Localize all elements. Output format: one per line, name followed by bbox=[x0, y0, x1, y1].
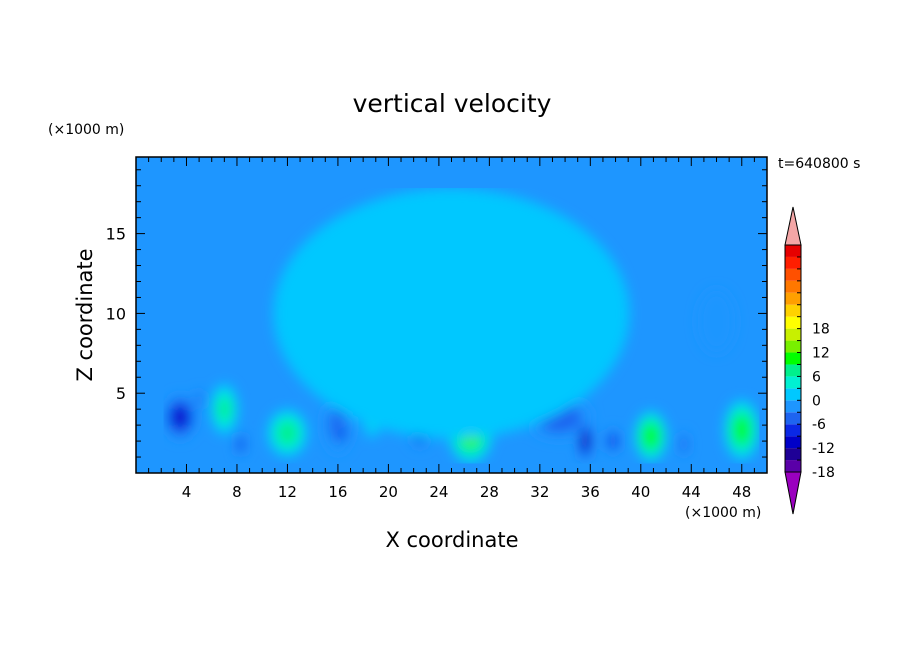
colorbar-tick-label: 0 bbox=[812, 393, 821, 409]
field-contour bbox=[643, 424, 659, 448]
field-cell bbox=[194, 390, 205, 410]
colorbar-tick-label: -6 bbox=[812, 417, 826, 433]
chart-title: vertical velocity bbox=[353, 89, 552, 118]
x-tick-label: 48 bbox=[732, 483, 751, 501]
field-cell bbox=[210, 383, 239, 435]
field-cell bbox=[335, 420, 349, 446]
field-cell bbox=[163, 394, 197, 440]
field-cell bbox=[724, 399, 760, 461]
colorbar-swatch bbox=[785, 436, 801, 449]
colorbar-tick-label: 18 bbox=[812, 322, 830, 338]
colorbar: 18 12 6 0 -6 -12 -18 bbox=[784, 206, 835, 515]
plot-area bbox=[136, 157, 767, 473]
x-tick-label: 36 bbox=[581, 483, 600, 501]
colorbar-tick-label: 6 bbox=[812, 369, 821, 385]
colorbar-swatch bbox=[785, 304, 801, 317]
colorbar-max-arrow bbox=[784, 206, 802, 246]
field-contour bbox=[273, 188, 630, 439]
colorbar-tick-label: -12 bbox=[812, 441, 835, 457]
colorbar-swatch bbox=[785, 352, 801, 365]
x-tick-label: 12 bbox=[278, 483, 297, 501]
field-cell bbox=[678, 431, 689, 458]
colorbar-swatch bbox=[785, 316, 801, 329]
colorbar-swatch bbox=[785, 364, 801, 377]
colorbar-swatch bbox=[785, 460, 801, 472]
y-tick-label: 5 bbox=[116, 384, 126, 403]
field-contour bbox=[277, 421, 298, 445]
field-cell bbox=[605, 428, 621, 454]
colorbar-frame bbox=[784, 244, 802, 473]
field-cell bbox=[235, 431, 246, 458]
field-contour bbox=[173, 407, 187, 427]
x-tick-label: 8 bbox=[232, 483, 242, 501]
x-tick-label: 40 bbox=[631, 483, 650, 501]
x-tick-label: 44 bbox=[682, 483, 701, 501]
field-contour bbox=[680, 435, 688, 453]
x-unit-label: (×1000 m) bbox=[685, 505, 761, 521]
colorbar-swatch bbox=[785, 424, 801, 437]
field-cell bbox=[273, 188, 630, 439]
field-contour bbox=[195, 393, 203, 406]
x-tick-label: 24 bbox=[429, 483, 448, 501]
x-axis: 4 8 12 16 20 24 28 32 36 40 44 48 bbox=[148, 157, 755, 501]
x-tick-label: 32 bbox=[530, 483, 549, 501]
field-contour bbox=[338, 426, 345, 440]
colorbar-swatch bbox=[785, 268, 801, 281]
y-axis-label: Z coordinate bbox=[73, 248, 97, 381]
y-tick-label: 15 bbox=[106, 225, 126, 244]
colorbar-min-arrow bbox=[784, 471, 802, 515]
x-tick-label: 16 bbox=[328, 483, 347, 501]
colorbar-swatch bbox=[785, 245, 801, 257]
field-cell bbox=[697, 289, 736, 354]
y-tick-label: 10 bbox=[106, 304, 126, 323]
field-contour bbox=[734, 417, 750, 443]
colorbar-swatch bbox=[785, 328, 801, 341]
colorbar-swatch bbox=[785, 280, 801, 293]
time-label: t=640800 s bbox=[778, 156, 860, 172]
field-cell bbox=[267, 409, 308, 458]
field-contour bbox=[582, 434, 588, 448]
x-axis-label: X coordinate bbox=[385, 528, 518, 552]
x-tick-label: 4 bbox=[182, 483, 192, 501]
y-axis: 5 10 15 bbox=[106, 169, 767, 458]
colorbar-swatch bbox=[785, 256, 801, 269]
colorbar-swatch bbox=[785, 448, 801, 461]
colorbar-swatch bbox=[785, 400, 801, 413]
field-contour bbox=[609, 434, 617, 448]
x-tick-label: 28 bbox=[480, 483, 499, 501]
velocity-field bbox=[163, 188, 760, 464]
colorbar-tick-label: 12 bbox=[812, 346, 830, 362]
field-contour bbox=[238, 438, 244, 451]
colorbar-swatch bbox=[785, 340, 801, 353]
colorbar-swatch bbox=[785, 412, 801, 425]
colorbar-swatch bbox=[785, 388, 801, 401]
colorbar-tick-label: -18 bbox=[812, 465, 835, 481]
colorbar-swatch bbox=[785, 292, 801, 305]
colorbar-swatch bbox=[785, 376, 801, 389]
field-cell bbox=[634, 410, 668, 462]
field-cell bbox=[577, 420, 593, 462]
x-tick-label: 20 bbox=[379, 483, 398, 501]
y-unit-label: (×1000 m) bbox=[48, 122, 124, 138]
field-contour bbox=[697, 289, 736, 354]
field-contour bbox=[218, 398, 231, 421]
